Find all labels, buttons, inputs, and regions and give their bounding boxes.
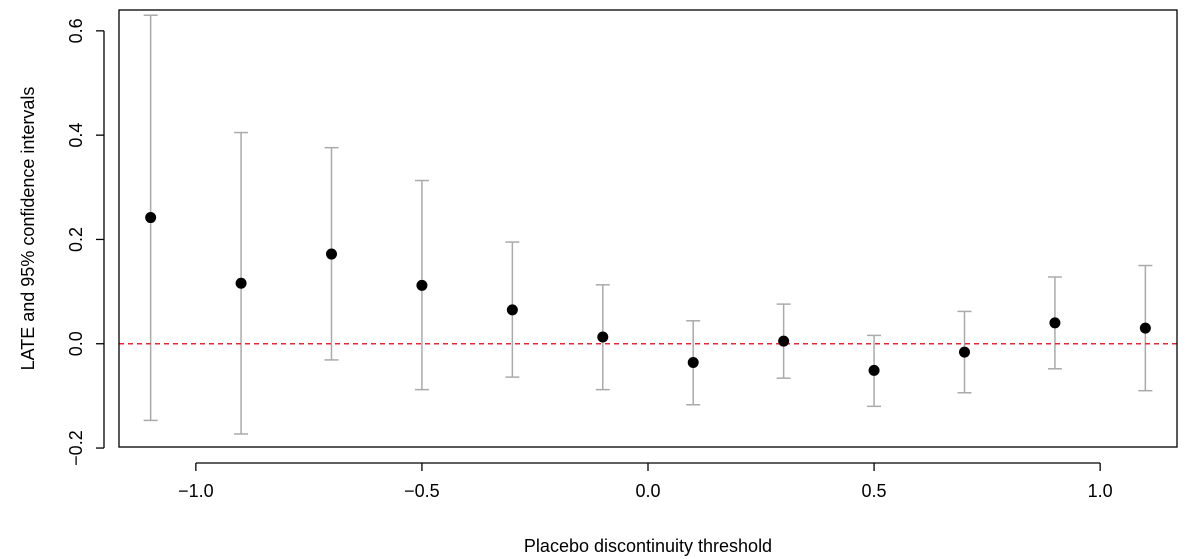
y-axis: −0.2 0.0 0.2 0.4 0.6 bbox=[66, 18, 105, 466]
x-axis-label: Placebo discontinuity threshold bbox=[524, 536, 772, 556]
data-point bbox=[1049, 317, 1061, 329]
x-tick-label: −1.0 bbox=[178, 481, 214, 501]
x-tick-label: −0.5 bbox=[404, 481, 440, 501]
y-tick-label: −0.2 bbox=[66, 430, 86, 466]
x-tick-label: 0.5 bbox=[862, 481, 887, 501]
x-tick-label: 1.0 bbox=[1088, 481, 1113, 501]
errorbars-layer bbox=[143, 14, 1153, 435]
y-tick-label: 0.2 bbox=[66, 227, 86, 252]
x-axis: −1.0 −0.5 0.0 0.5 1.0 bbox=[178, 462, 1113, 501]
data-point bbox=[687, 357, 699, 369]
data-point bbox=[597, 331, 609, 343]
y-tick-label: 0.0 bbox=[66, 331, 86, 356]
x-tick-label: 0.0 bbox=[635, 481, 660, 501]
data-point bbox=[326, 248, 338, 260]
data-point bbox=[235, 277, 247, 289]
plot-frame bbox=[118, 9, 1178, 448]
data-point bbox=[506, 304, 518, 316]
data-point bbox=[778, 335, 790, 347]
y-tick-label: 0.4 bbox=[66, 123, 86, 148]
data-point bbox=[1139, 322, 1151, 334]
data-point bbox=[416, 279, 428, 291]
data-point bbox=[868, 364, 880, 376]
y-tick-label: 0.6 bbox=[66, 18, 86, 43]
data-point bbox=[958, 346, 970, 358]
y-axis-label: LATE and 95% confidence intervals bbox=[18, 87, 38, 371]
data-point bbox=[145, 212, 157, 224]
points-layer bbox=[145, 212, 1151, 376]
